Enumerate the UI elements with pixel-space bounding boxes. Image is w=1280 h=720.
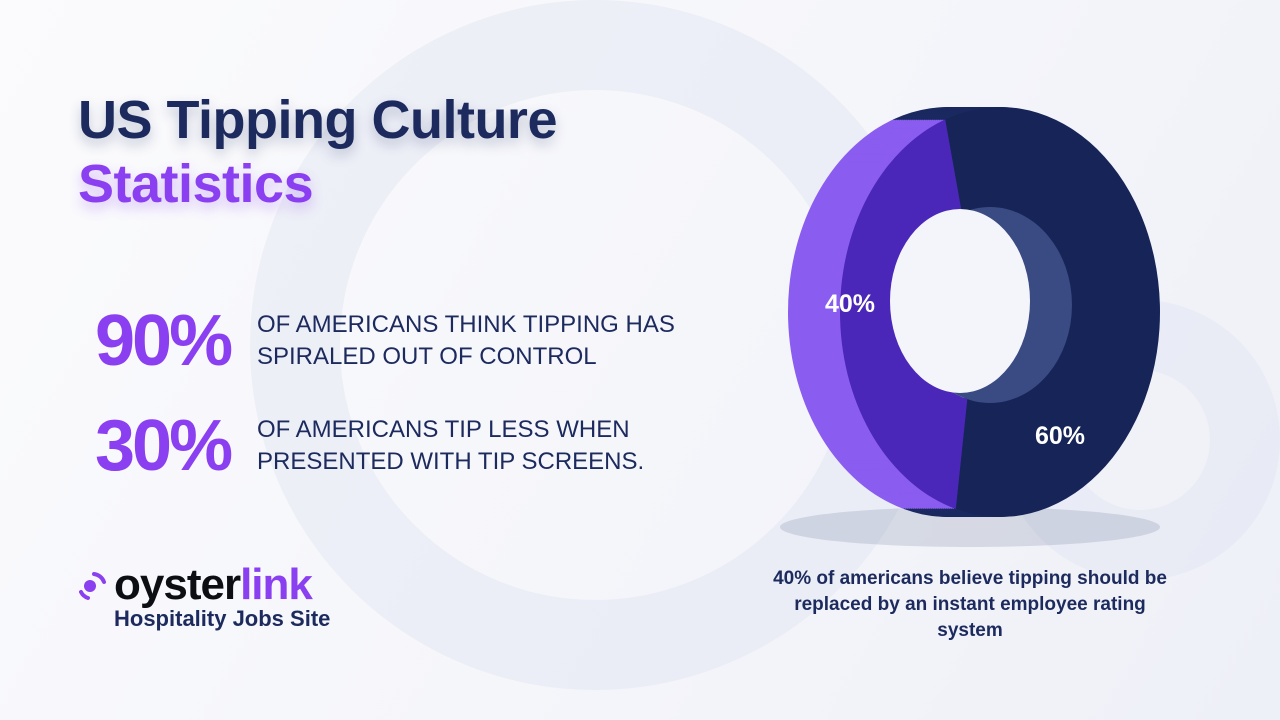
slice-label-60%: 60% (1035, 422, 1085, 450)
donut-slice-60% (945, 106, 1160, 518)
chart-shadow (780, 507, 1160, 547)
chart-caption: 40% of americans believe tipping should … (773, 568, 1167, 641)
stat-30: 30% OF AMERICANS TIP LESS WHEN PRESENTED … (95, 406, 645, 486)
slice-label-40%: 40% (825, 290, 875, 318)
stat-90: 90% OF AMERICANS THINK TIPPING HAS SPIRAL… (95, 301, 675, 381)
oysterlink-logo: oyster link Hospitality Jobs Site (78, 560, 330, 632)
oyster-icon (79, 572, 106, 600)
donut-hole (890, 209, 1030, 393)
page-title: US Tipping Culture Statistics (78, 90, 557, 214)
